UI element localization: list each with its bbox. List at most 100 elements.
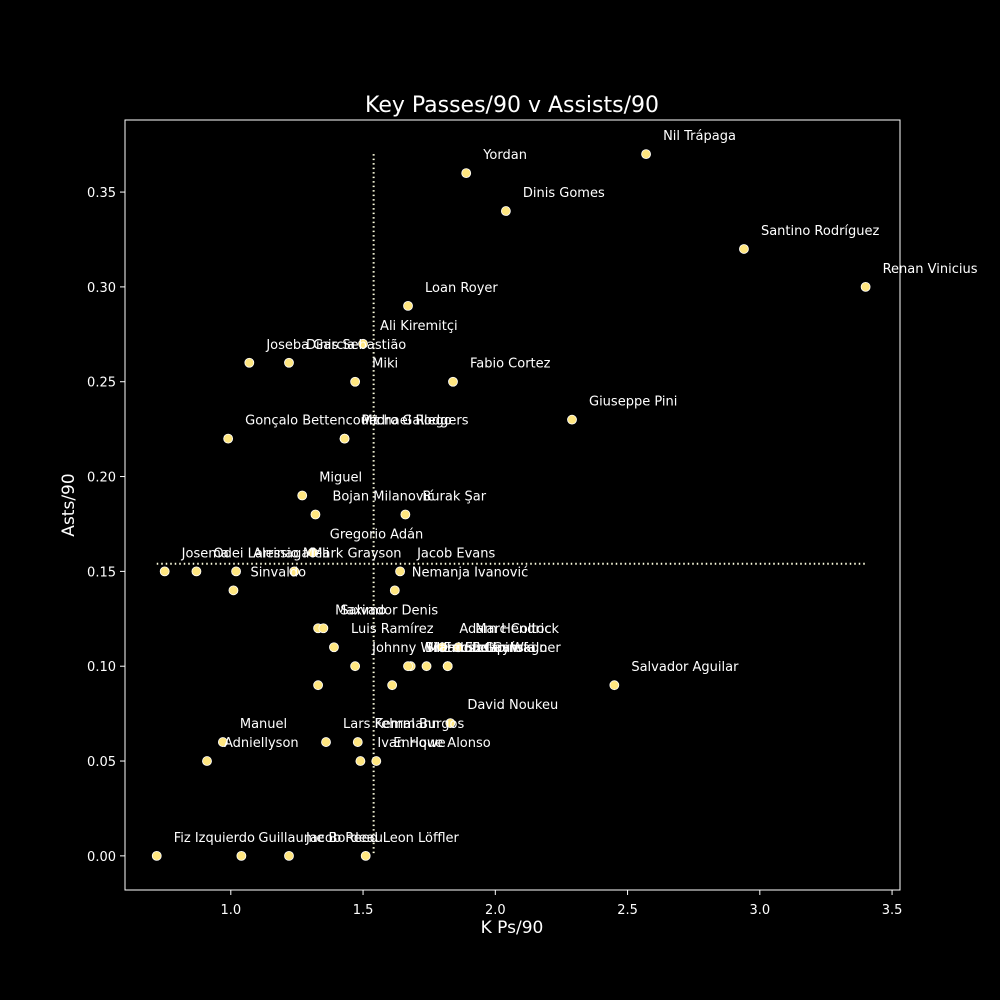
data-point: [297, 490, 308, 501]
point-label: Guillaume Bordeau: [258, 831, 383, 846]
data-point: [223, 433, 234, 444]
point-label: Fiz Izquierdo: [174, 831, 255, 846]
data-point: [159, 566, 170, 577]
x-tick-label: 1.5: [353, 903, 374, 918]
point-label: Brandon Gayle: [425, 641, 521, 656]
point-label: Eric Bell: [444, 641, 497, 656]
point-label: Miguel: [319, 471, 362, 486]
data-point: [387, 680, 398, 691]
point-label: Giuseppe Pini: [589, 395, 677, 410]
point-label: Dinis Sebastião: [306, 338, 406, 353]
data-point: [437, 642, 448, 653]
point-label: Yordan: [482, 148, 527, 163]
reference-lines: [156, 154, 866, 856]
x-tick-label: 1.0: [220, 903, 241, 918]
point-label: Dinis Gomes: [523, 186, 605, 201]
point-label: Mateusz Lipiński: [428, 641, 535, 656]
point-label: Marc Coltoc: [475, 622, 551, 637]
y-tick-label: 0.15: [87, 565, 116, 580]
point-label: Miki: [372, 357, 398, 372]
data-point: [231, 566, 241, 577]
x-tick-label: 2.5: [617, 903, 638, 918]
point-label: Kemal Burgos: [375, 717, 465, 732]
data-point: [350, 661, 361, 672]
data-point: [310, 509, 321, 520]
point-label: Adam Hendrick: [459, 622, 559, 637]
data-point: [352, 737, 363, 747]
data-point: [318, 623, 329, 634]
x-axis-label: K Ps/90: [481, 918, 544, 938]
point-label: Salvador Aguilar: [631, 660, 739, 675]
point-label: Johnny Williams: [371, 641, 475, 656]
point-label: Renan Vinicius: [883, 262, 978, 277]
data-point: [860, 281, 871, 292]
point-label: Manuel: [240, 717, 287, 732]
data-point: [321, 737, 331, 747]
data-point: [403, 300, 413, 311]
data-point: [567, 414, 577, 425]
x-tick-label: 3.0: [749, 903, 770, 918]
data-point: [289, 566, 300, 577]
data-point: [641, 149, 651, 160]
data-point: [313, 680, 323, 691]
point-label: Leon Löffler: [383, 831, 460, 846]
data-point: [360, 850, 371, 861]
data-point: [244, 357, 255, 368]
x-tick-label: 2.0: [485, 903, 506, 918]
point-label: David Noukeu: [467, 698, 558, 713]
plot-area-frame: [124, 119, 901, 891]
x-tick-label: 3.5: [882, 903, 903, 918]
point-label: Sinvaldo: [250, 565, 306, 580]
point-label: Luis Ramírez: [351, 622, 434, 637]
point-label: Loan Royer: [425, 281, 498, 296]
point-label: Lars Fehrmann: [343, 717, 440, 732]
data-point: [284, 850, 294, 861]
data-point: [442, 661, 453, 672]
point-label: Nil Trápaga: [663, 129, 736, 144]
data-point: [236, 850, 247, 861]
x-axis-ticks: 1.0 1.5 2.0 2.5 3.0 3.5: [220, 890, 902, 918]
data-point: [202, 756, 212, 766]
y-tick-label: 0.35: [87, 186, 116, 201]
y-tick-label: 0.10: [87, 660, 116, 675]
data-point: [371, 756, 382, 766]
y-tick-label: 0.25: [87, 376, 116, 391]
point-label: Adniellyson: [224, 736, 299, 751]
data-point: [228, 585, 239, 596]
point-label: Alessio Meli: [253, 546, 329, 561]
data-point: [445, 718, 456, 729]
y-axis-ticks: 0.00 0.05 0.10 0.15 0.20 0.25 0.30 0.35: [87, 186, 125, 865]
chart-title: Key Passes/90 v Assists/90: [365, 93, 659, 118]
y-tick-label: 0.05: [87, 755, 116, 770]
point-label: Ivan Howe: [377, 736, 445, 751]
point-label: Burak Şar: [422, 489, 486, 504]
point-label: Jacob Reed: [305, 831, 378, 846]
data-points: [151, 149, 871, 861]
point-label: Mark Grayson: [311, 546, 401, 561]
data-point: [453, 642, 464, 653]
data-point: [339, 433, 350, 444]
data-point: [400, 509, 411, 520]
point-label: Maximo: [335, 603, 386, 618]
y-axis-label: Asts/90: [59, 473, 79, 536]
point-label: Odei Larrinaga: [213, 546, 309, 561]
point-label: Pedro Gallego: [362, 414, 452, 429]
data-point: [609, 680, 620, 691]
y-tick-label: 0.20: [87, 471, 116, 486]
data-point: [461, 168, 472, 179]
point-label: Fabio Cortez: [470, 357, 551, 372]
data-point: [389, 585, 400, 596]
data-point: [403, 661, 413, 672]
data-point: [395, 566, 405, 577]
point-label: Michael Rodgers: [362, 414, 469, 429]
data-point: [355, 756, 366, 766]
data-point: [350, 376, 361, 387]
point-label: Gregorio Adán: [330, 527, 424, 542]
point-label: Santino Rodríguez: [761, 224, 880, 239]
y-tick-label: 0.00: [87, 850, 116, 865]
data-point: [191, 566, 202, 577]
y-tick-label: 0.30: [87, 281, 116, 296]
data-point: [151, 850, 162, 861]
